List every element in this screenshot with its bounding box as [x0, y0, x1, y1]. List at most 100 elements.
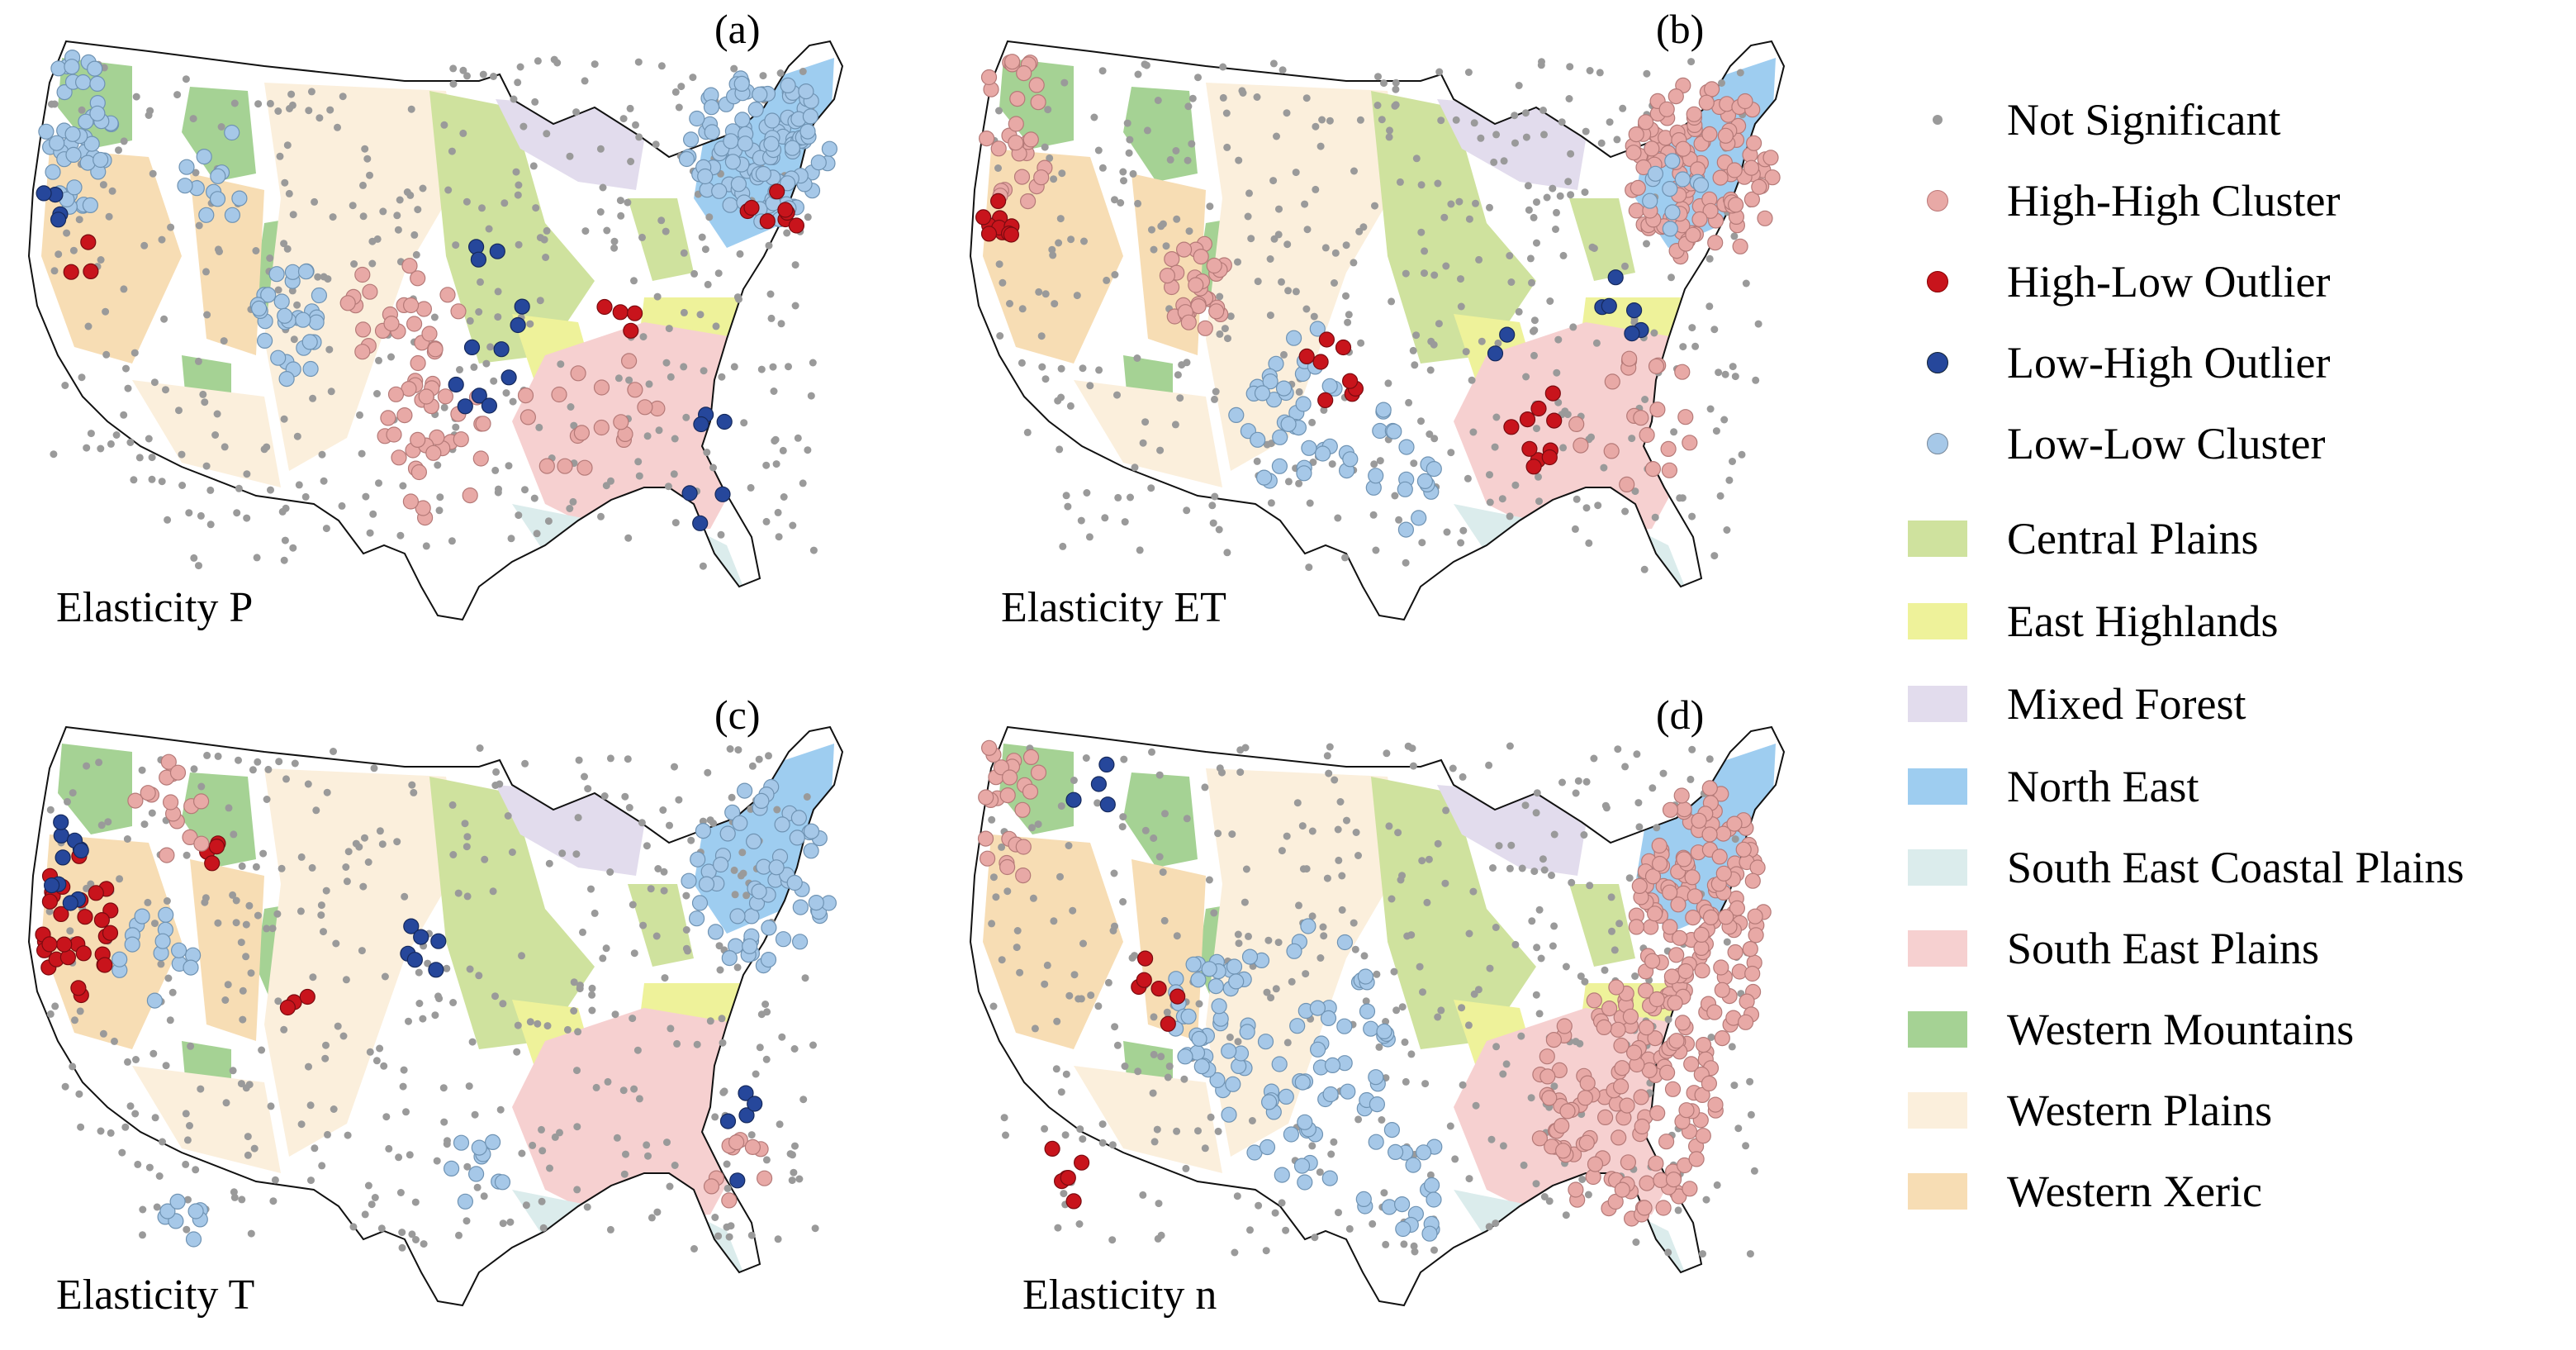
gauge-not-significant [121, 1123, 130, 1131]
gauge-not-significant [776, 1120, 784, 1129]
gauge-ll [1261, 1094, 1278, 1110]
gauge-hh [159, 847, 175, 863]
gauge-hh [1644, 460, 1662, 478]
gauge-hl [1044, 1140, 1060, 1157]
gauge-not-significant [1485, 1223, 1493, 1231]
gauge-not-significant [1472, 1101, 1480, 1110]
gauge-not-significant [1699, 1250, 1706, 1258]
gauge-not-significant [682, 926, 690, 934]
gauge-not-significant [1060, 1190, 1068, 1198]
gauge-not-significant [1459, 772, 1467, 781]
gauge-ll [1421, 1225, 1438, 1242]
gauge-not-significant [124, 1058, 131, 1066]
gauge-not-significant [1581, 977, 1589, 986]
gauge-hh [1703, 81, 1720, 97]
gauge-not-significant [671, 88, 680, 96]
gauge-ll [1221, 1043, 1237, 1059]
gauge-not-significant [677, 83, 686, 91]
gauge-not-significant [783, 229, 791, 237]
gauge-not-significant [97, 1127, 105, 1135]
gauge-not-significant [1043, 961, 1051, 969]
gauge-hl [1525, 459, 1542, 475]
gauge-not-significant [322, 525, 330, 533]
gauge-not-significant [320, 273, 328, 281]
swatch-icon [1908, 768, 1967, 805]
gauge-ll [724, 154, 742, 170]
gauge-ll [1642, 193, 1658, 209]
gauge-not-significant [666, 1182, 674, 1191]
gauge-not-significant [475, 972, 483, 980]
gauge-not-significant [1554, 398, 1563, 406]
gauge-not-significant [1141, 60, 1149, 69]
gauge-not-significant [728, 793, 736, 801]
gauge-not-significant [342, 976, 350, 984]
gauge-not-significant [1275, 205, 1283, 213]
gauge-not-significant [624, 198, 632, 207]
gauge-not-significant [1713, 1181, 1721, 1189]
gauge-hh [1665, 1172, 1682, 1188]
gauge-hh [637, 399, 653, 416]
gauge-not-significant [1581, 188, 1589, 197]
gauge-not-significant [1370, 460, 1378, 468]
gauge-not-significant [534, 1020, 542, 1028]
gauge-hh [1674, 1015, 1691, 1031]
gauge-hh [517, 387, 534, 404]
gauge-not-significant [1384, 379, 1392, 387]
gauge-ll [722, 197, 738, 213]
swatch-icon [1908, 849, 1967, 886]
gauge-hh [1745, 135, 1762, 151]
gauge-not-significant [515, 240, 523, 249]
legend-item-not-significant: Not Significant [1900, 95, 2280, 145]
gauge-not-significant [244, 1151, 252, 1159]
gauge-not-significant [132, 1056, 140, 1063]
gauge-not-significant [1507, 841, 1516, 849]
gauge-not-significant [95, 758, 103, 767]
gauge-not-significant [1350, 259, 1358, 267]
gauge-not-significant [602, 482, 610, 490]
gauge-not-significant [771, 437, 779, 445]
gauge-not-significant [704, 280, 712, 288]
gauge-not-significant [584, 785, 592, 793]
gauge-not-significant [671, 763, 678, 771]
gauge-not-significant [1549, 942, 1557, 950]
gauge-not-significant [396, 531, 405, 540]
gauge-not-significant [1174, 371, 1182, 379]
gauge-ll [707, 924, 724, 940]
gauge-not-significant [1564, 178, 1573, 186]
gauge-ll [1309, 1000, 1326, 1016]
gauge-hh [538, 458, 555, 474]
gauge-ll [302, 360, 319, 378]
gauge-hh [1664, 1081, 1682, 1097]
gauge-hh [1744, 965, 1761, 982]
panel-title-a: Elasticity P [56, 584, 254, 631]
gauge-not-significant [536, 297, 544, 305]
gauge-hh [163, 794, 179, 810]
gauge-not-significant [1212, 387, 1220, 396]
gauge-not-significant [526, 1018, 534, 1026]
gauge-not-significant [192, 169, 200, 177]
gauge-not-significant [1331, 249, 1340, 257]
gauge-not-significant [311, 197, 319, 206]
gauge-not-significant [1172, 147, 1180, 154]
gauge-not-significant [361, 145, 369, 153]
gauge-ll [1368, 468, 1384, 484]
gauge-not-significant [1532, 1180, 1540, 1188]
gauge-not-significant [245, 1081, 254, 1089]
gauge-not-significant [1284, 287, 1293, 295]
gauge-ll [1426, 460, 1442, 478]
gauge-not-significant [148, 454, 156, 462]
gauge-not-significant [730, 866, 738, 874]
gauge-not-significant [244, 1133, 252, 1141]
gauge-not-significant [320, 477, 328, 485]
gauge-not-significant [1372, 546, 1380, 554]
gauge-hh [1744, 872, 1761, 889]
gauge-not-significant [789, 521, 797, 530]
gauge-not-significant [1093, 799, 1102, 807]
gauge-not-significant [1412, 154, 1421, 163]
gauge-not-significant [733, 963, 742, 972]
gauge-not-significant [1054, 1224, 1062, 1232]
gauge-not-significant [1079, 364, 1087, 373]
gauge-not-significant [504, 812, 512, 820]
gauge-not-significant [45, 907, 54, 915]
gauge-not-significant [1469, 428, 1478, 436]
